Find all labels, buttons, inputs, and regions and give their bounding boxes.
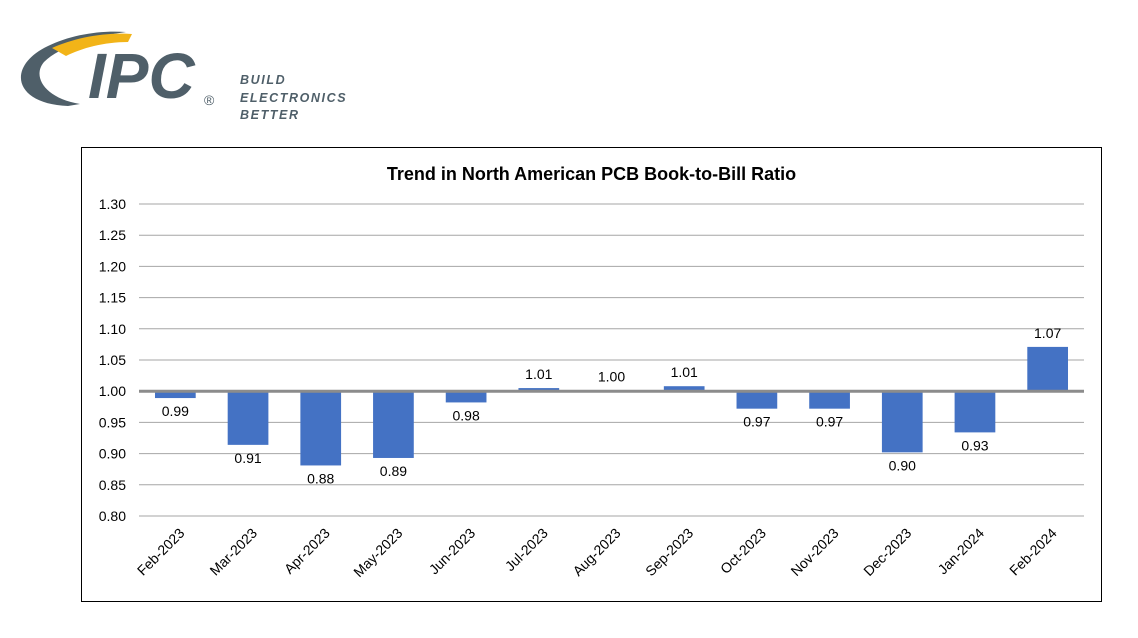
y-tick-label: 1.15 xyxy=(99,290,126,306)
y-tick-label: 1.10 xyxy=(99,321,126,337)
x-tick-label: Aug-2023 xyxy=(569,525,623,579)
y-tick-label: 0.85 xyxy=(99,477,126,493)
bar xyxy=(373,391,414,458)
bar xyxy=(518,388,560,392)
x-tick-label: Dec-2023 xyxy=(860,525,914,579)
swoosh-gray xyxy=(20,31,126,106)
data-label: 1.07 xyxy=(1034,325,1061,341)
data-label: 0.90 xyxy=(889,457,916,473)
x-tick-label: Sep-2023 xyxy=(642,525,696,579)
data-label: 0.99 xyxy=(162,403,189,419)
swoosh-gold xyxy=(52,33,132,56)
x-tick-label: Mar-2023 xyxy=(206,525,260,579)
chart-title: Trend in North American PCB Book-to-Bill… xyxy=(386,164,797,184)
x-tick-label: Feb-2024 xyxy=(1006,525,1060,579)
data-label: 1.00 xyxy=(598,369,625,385)
data-label: 0.89 xyxy=(380,463,407,479)
x-tick-label: Jan-2024 xyxy=(934,525,987,578)
logo-text: IPC xyxy=(88,40,195,112)
bar xyxy=(881,391,923,453)
tagline-line: BUILD xyxy=(240,73,287,87)
tagline: BUILD ELECTRONICS BETTER xyxy=(240,72,347,125)
bar xyxy=(445,391,487,403)
data-label: 0.93 xyxy=(961,437,988,453)
bar-chart: 1.30 1.25 1.20 1.15 1.10 1.05 1.00 0.95 0.90 0.85… xyxy=(99,196,1084,580)
y-tick-label: 0.80 xyxy=(99,508,126,524)
ipc-logo-mark: IPC ® xyxy=(20,31,215,112)
y-tick-label: 1.00 xyxy=(99,383,126,399)
y-tick-label: 0.95 xyxy=(99,414,126,430)
x-tick-label: Jul-2023 xyxy=(502,525,551,574)
bar xyxy=(736,391,778,409)
data-label: 0.91 xyxy=(234,450,261,466)
x-tick-label: Feb-2023 xyxy=(134,525,188,579)
x-tick-label: Apr-2023 xyxy=(281,525,333,577)
y-tick-label: 1.30 xyxy=(99,196,126,212)
y-tick-label: 0.90 xyxy=(99,446,126,462)
bar xyxy=(300,391,342,466)
data-label: 0.98 xyxy=(452,407,479,423)
data-label: 0.88 xyxy=(307,470,334,486)
tagline-line: ELECTRONICS xyxy=(240,90,348,105)
x-tick-label: May-2023 xyxy=(350,525,405,580)
x-tick-label: Oct-2023 xyxy=(717,525,769,577)
bar xyxy=(154,391,196,399)
y-tick-label: 1.25 xyxy=(99,227,126,243)
x-tick-label: Nov-2023 xyxy=(787,525,841,579)
data-label: 0.97 xyxy=(743,414,770,430)
bar xyxy=(954,391,996,433)
data-label: 0.97 xyxy=(816,414,843,430)
data-label: 1.01 xyxy=(671,364,698,380)
data-label: 1.01 xyxy=(525,366,552,382)
y-tick-label: 1.05 xyxy=(99,352,126,368)
chart-frame: Trend in North American PCB Book-to-Bill… xyxy=(81,147,1102,602)
bar xyxy=(1027,346,1069,392)
registered-mark: ® xyxy=(204,92,215,108)
x-tick-label: Jun-2023 xyxy=(426,525,479,578)
bar xyxy=(809,391,850,409)
bar xyxy=(227,391,269,445)
bar xyxy=(663,386,705,392)
tagline-line: BETTER xyxy=(240,108,300,122)
y-tick-label: 1.20 xyxy=(99,258,126,274)
ipc-logo: IPC ® BUILD ELECTRONICS BETTER xyxy=(8,26,348,122)
